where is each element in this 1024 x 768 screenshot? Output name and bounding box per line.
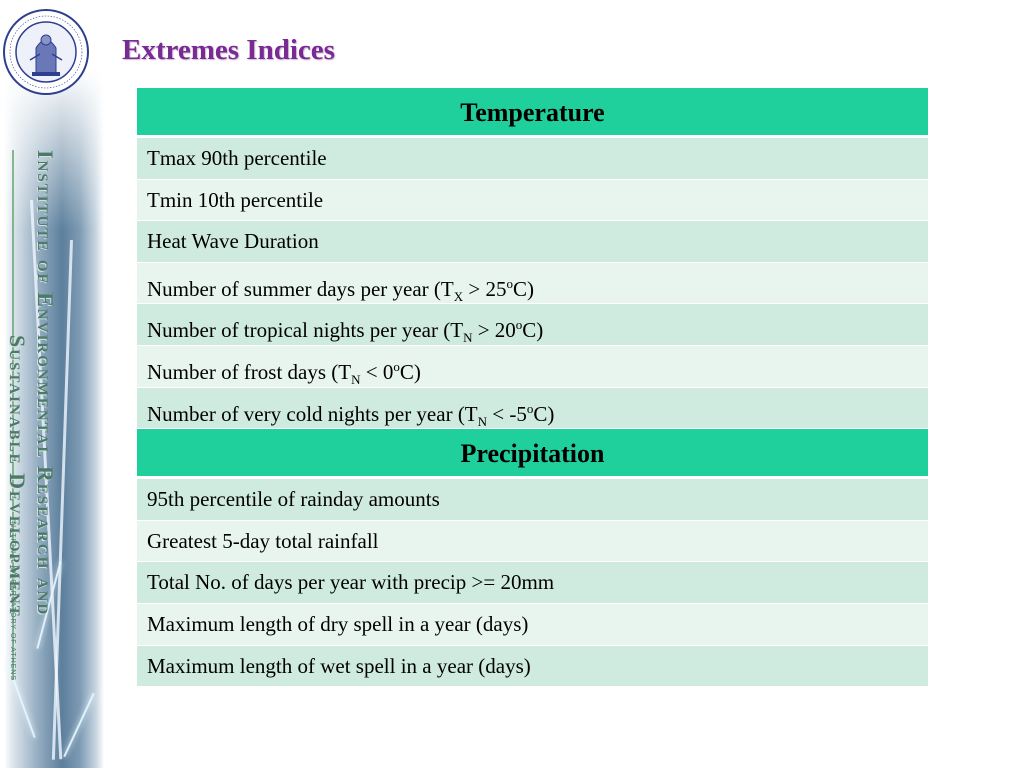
sidebar-divider	[12, 150, 14, 680]
table-row: Heat Wave Duration	[137, 221, 928, 263]
table-row: Maximum length of dry spell in a year (d…	[137, 603, 928, 646]
table-row: Total No. of days per year with precip >…	[137, 562, 928, 604]
row-text-post: C)	[399, 359, 421, 384]
institute-name-line1: Institute of Environmental Research and	[33, 150, 58, 617]
institute-name-line2: Sustainable Development	[5, 335, 30, 618]
row-text-pre: Number of very cold nights per year (T	[147, 401, 478, 426]
indices-table: Temperature Tmax 90th percentile Tmin 10t…	[137, 88, 928, 688]
row-text-pre: Number of frost days (T	[147, 359, 352, 384]
table-row: Number of frost days (TN < 0oC)	[137, 345, 928, 388]
row-text-sup: o	[515, 317, 523, 333]
row-text-sub: N	[463, 330, 473, 346]
row-text-post: C)	[522, 318, 544, 343]
table-row: Tmin 10th percentile	[137, 179, 928, 222]
row-text-sup: o	[506, 275, 513, 291]
table-row: Number of tropical nights per year (TN >…	[137, 304, 928, 346]
row-text-post: C)	[533, 401, 555, 426]
temperature-header: Temperature	[137, 88, 928, 138]
national-observatory-seal-icon	[3, 9, 89, 95]
slide-title: Extremes Indices	[122, 34, 335, 66]
row-text-post: C)	[512, 276, 534, 301]
table-row: Tmax 90th percentile	[137, 138, 928, 180]
table-row: 95th percentile of rainday amounts	[137, 479, 928, 521]
institute-sidebar: Institute of Environmental Research and …	[0, 0, 104, 768]
row-text-mid: < 0	[360, 359, 394, 384]
table-row: Greatest 5-day total rainfall	[137, 520, 928, 563]
observatory-name: NATIONAL OBSERVATORY OF ATHENS	[9, 522, 16, 682]
row-text-pre: Number of summer days per year (T	[147, 276, 454, 301]
precipitation-rows: 95th percentile of rainday amounts Greate…	[137, 479, 928, 688]
row-text-sub: N	[351, 372, 361, 388]
row-text-pre: Number of tropical nights per year (T	[147, 318, 464, 343]
row-text-mid: < -5	[487, 401, 527, 426]
row-text-sup: o	[526, 400, 534, 416]
lightning-bolt-icon	[63, 692, 95, 758]
table-row: Number of very cold nights per year (TN …	[137, 387, 928, 430]
precipitation-header: Precipitation	[137, 429, 928, 480]
row-text-mid: > 25	[463, 276, 507, 301]
row-text-sub: N	[477, 413, 488, 429]
row-text-mid: > 20	[472, 318, 516, 343]
row-text-sup: o	[393, 358, 400, 374]
table-row: Maximum length of wet spell in a year (d…	[137, 645, 928, 688]
row-text-sub: X	[453, 288, 464, 304]
table-row: Number of summer days per year (TX > 25o…	[137, 262, 928, 305]
temperature-rows: Tmax 90th percentile Tmin 10th percentile…	[137, 138, 928, 430]
